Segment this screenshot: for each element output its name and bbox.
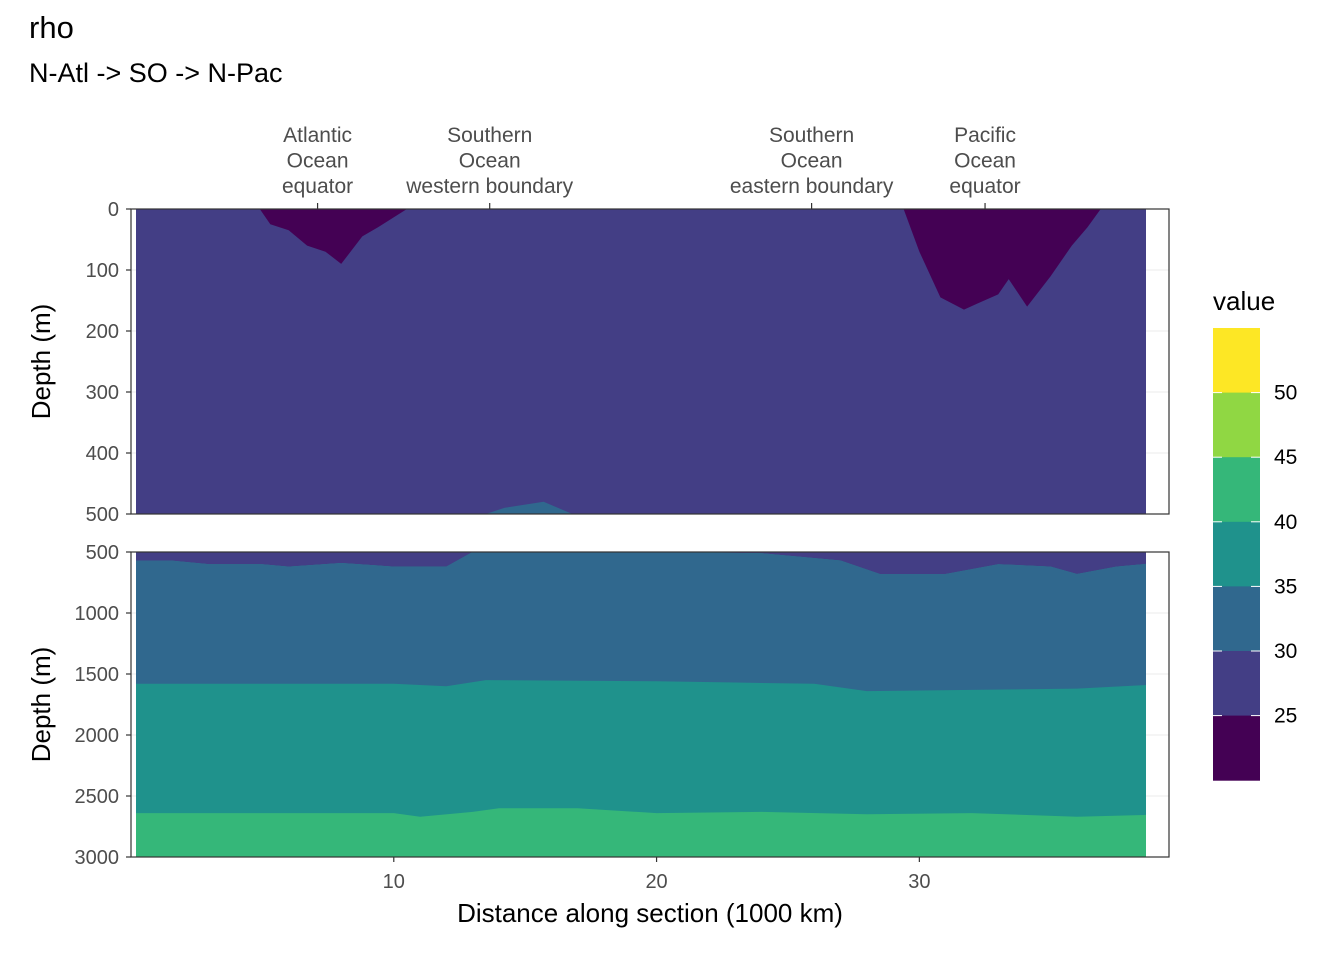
legend-break-label: 30 [1274, 640, 1297, 663]
y-tick-label: 500 [86, 504, 119, 526]
chart-subtitle: N-Atl -> SO -> N-Pac [29, 58, 283, 88]
x-tick-label: 10 [383, 871, 405, 893]
band-fill-40-45 [136, 808, 1146, 857]
panel-lower: 500 1000 1500 2000 2500 3000 Depth (m) [26, 542, 1170, 869]
section-label: Southern [769, 124, 854, 147]
y-tick-label: 3000 [75, 847, 120, 869]
y-tick-label: 200 [86, 321, 119, 343]
panel-data-area [136, 552, 1146, 857]
legend-break-label: 35 [1274, 575, 1297, 598]
x-axis-title: Distance along section (1000 km) [457, 898, 843, 928]
legend-title: value [1213, 286, 1275, 316]
y-tick-label: 0 [108, 199, 119, 221]
section-label: equator [949, 175, 1020, 198]
legend-swatch-<25 [1213, 715, 1260, 781]
legend-swatch-35-40 [1213, 521, 1260, 587]
section-label: Atlantic [283, 124, 352, 147]
legend-swatch->50 [1213, 328, 1260, 394]
section-label: Ocean [781, 150, 843, 173]
panel-border [130, 551, 1170, 858]
band-fill-30-35 [485, 501, 573, 514]
x-tick-label: 30 [908, 871, 930, 893]
legend-swatch-40-45 [1213, 457, 1260, 523]
band-fill-35-40 [136, 680, 1146, 857]
x-tick-label: 20 [645, 871, 667, 893]
panel-data-area [136, 209, 1146, 514]
legend-break-label: 25 [1274, 705, 1297, 728]
y-axis-title: Depth (m) [26, 304, 56, 420]
y-tick-label: 2000 [75, 725, 120, 747]
band-fill-<25 [903, 209, 1101, 310]
section-label: eastern boundary [730, 175, 894, 198]
legend-break-label: 40 [1274, 511, 1297, 534]
section-label: Southern [447, 124, 532, 147]
legend-swatch-25-30 [1213, 651, 1260, 717]
y-tick-label: 2500 [75, 786, 120, 808]
section-label: equator [282, 175, 353, 198]
y-axis-title: Depth (m) [26, 647, 56, 763]
section-label: western boundary [405, 175, 573, 198]
y-tick-label: 1000 [75, 603, 120, 625]
y-tick-label: 400 [86, 443, 119, 465]
legend-swatch-30-35 [1213, 586, 1260, 652]
band-fill-<25 [259, 209, 407, 264]
section-label: Ocean [287, 150, 349, 173]
band-fill-25-30 [136, 552, 1146, 574]
y-tick-label: 300 [86, 382, 119, 404]
legend: value 50 45 40 35 30 25 [1213, 286, 1297, 781]
panel-border [130, 208, 1170, 515]
chart-title: rho [29, 10, 74, 45]
legend-break-label: 50 [1274, 382, 1297, 405]
y-tick-label: 100 [86, 260, 119, 282]
legend-break-label: 45 [1274, 446, 1297, 469]
legend-swatch-45-50 [1213, 392, 1260, 458]
section-label: Pacific [954, 124, 1016, 147]
panel-upper: 0 100 200 300 400 500 Depth (m) [26, 199, 1170, 526]
y-tick-label: 1500 [75, 664, 120, 686]
section-label: Ocean [459, 150, 521, 173]
y-tick-label: 500 [86, 542, 119, 564]
section-label: Ocean [954, 150, 1016, 173]
